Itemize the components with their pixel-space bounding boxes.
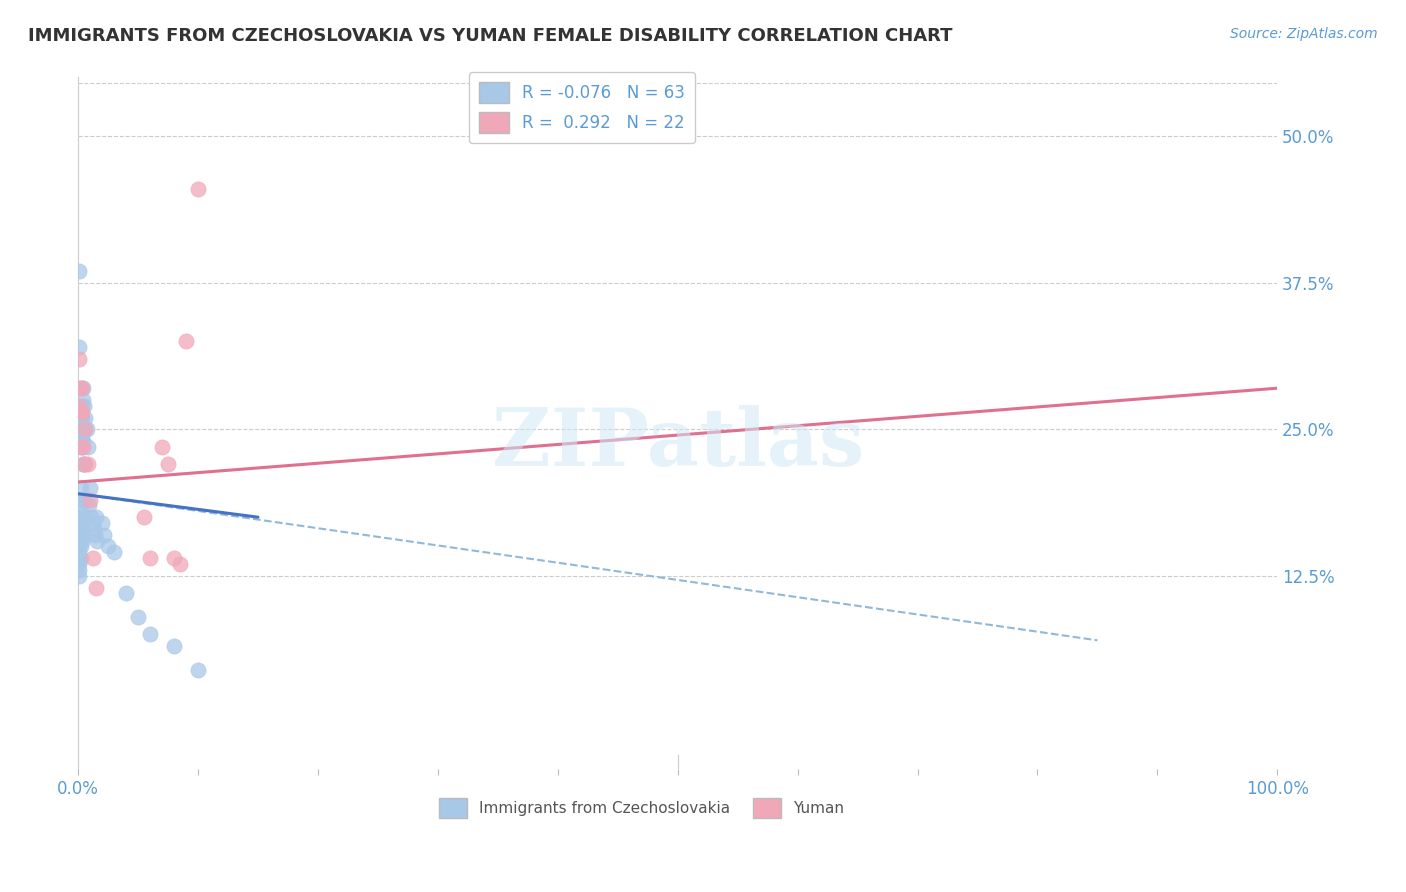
Point — [115, 586, 138, 600]
Point — [69, 540, 91, 554]
Point — [132, 510, 155, 524]
Point — [127, 610, 149, 624]
Point — [69, 410, 91, 425]
Point — [86, 533, 108, 548]
Point — [67, 569, 90, 583]
Point — [67, 399, 90, 413]
Point — [75, 422, 97, 436]
Text: Source: ZipAtlas.com: Source: ZipAtlas.com — [1230, 27, 1378, 41]
Point — [67, 381, 90, 395]
Point — [69, 504, 91, 518]
Point — [83, 522, 105, 536]
Point — [84, 581, 107, 595]
Point — [77, 499, 100, 513]
Point — [103, 545, 125, 559]
Point — [93, 528, 115, 542]
Point — [72, 528, 94, 542]
Point — [67, 533, 90, 548]
Point — [70, 399, 93, 413]
Point — [72, 381, 94, 395]
Point — [69, 528, 91, 542]
Point — [69, 381, 91, 395]
Text: ZIPatlas: ZIPatlas — [492, 405, 863, 483]
Point — [69, 440, 91, 454]
Text: IMMIGRANTS FROM CZECHOSLOVAKIA VS YUMAN FEMALE DISABILITY CORRELATION CHART: IMMIGRANTS FROM CZECHOSLOVAKIA VS YUMAN … — [28, 27, 953, 45]
Point — [76, 422, 98, 436]
Point — [67, 540, 90, 554]
Point — [75, 458, 97, 472]
Point — [76, 458, 98, 472]
Point — [73, 399, 96, 413]
Point — [70, 440, 93, 454]
Point — [67, 264, 90, 278]
Point — [187, 663, 209, 677]
Point — [79, 492, 101, 507]
Point — [174, 334, 197, 349]
Point — [139, 551, 162, 566]
Point — [82, 551, 104, 566]
Point — [72, 392, 94, 407]
Point — [69, 481, 91, 495]
Point — [69, 492, 91, 507]
Point — [70, 428, 93, 442]
Point — [80, 510, 103, 524]
Point — [187, 182, 209, 196]
Point — [84, 510, 107, 524]
Point — [73, 458, 96, 472]
Point — [69, 404, 91, 418]
Point — [69, 533, 91, 548]
Point — [69, 417, 91, 431]
Point — [70, 434, 93, 448]
Point — [73, 492, 96, 507]
Legend: Immigrants from Czechoslovakia, Yuman: Immigrants from Czechoslovakia, Yuman — [433, 792, 851, 824]
Point — [70, 533, 93, 548]
Point — [73, 458, 96, 472]
Point — [67, 563, 90, 577]
Point — [150, 440, 173, 454]
Point — [72, 434, 94, 448]
Point — [67, 522, 90, 536]
Point — [67, 528, 90, 542]
Point — [70, 410, 93, 425]
Point — [82, 516, 104, 530]
Point — [67, 551, 90, 566]
Point — [72, 440, 94, 454]
Point — [70, 381, 93, 395]
Point — [67, 510, 90, 524]
Point — [97, 540, 120, 554]
Point — [75, 410, 97, 425]
Point — [67, 351, 90, 366]
Point — [67, 557, 90, 571]
Point — [73, 510, 96, 524]
Point — [91, 516, 114, 530]
Point — [139, 627, 162, 641]
Point — [69, 522, 91, 536]
Point — [72, 458, 94, 472]
Point — [70, 404, 93, 418]
Point — [163, 551, 186, 566]
Point — [69, 551, 91, 566]
Point — [70, 492, 93, 507]
Point — [76, 440, 98, 454]
Point — [73, 422, 96, 436]
Point — [169, 557, 191, 571]
Point — [67, 545, 90, 559]
Point — [157, 458, 180, 472]
Point — [67, 340, 90, 354]
Point — [69, 510, 91, 524]
Point — [67, 516, 90, 530]
Point — [79, 481, 101, 495]
Point — [163, 639, 186, 653]
Point — [84, 528, 107, 542]
